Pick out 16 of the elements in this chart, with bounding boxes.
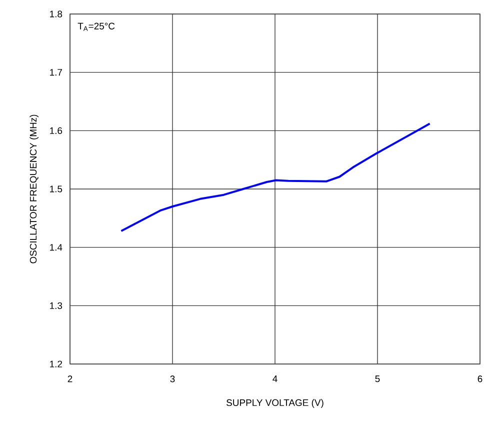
y-axis-title: OSCILLATOR FREQUENCY (MHz) xyxy=(30,114,38,264)
x-tick-label: 4 xyxy=(272,376,278,382)
y-tick-label: 1.3 xyxy=(50,302,62,310)
y-tick-label: 1.7 xyxy=(50,69,62,76)
x-axis-title: SUPPLY VOLTAGE (V) xyxy=(226,399,324,408)
y-tick-label: 1.8 xyxy=(50,10,62,18)
y-tick-label: 1.5 xyxy=(50,186,62,192)
x-tick-label: 3 xyxy=(170,376,175,382)
y-tick-label: 1.2 xyxy=(50,360,62,368)
annotation: T$_{A}$=25°C xyxy=(78,22,115,31)
line-series xyxy=(120,122,431,232)
y-tick-label: 1.6 xyxy=(50,127,62,134)
x-tick-label: 5 xyxy=(375,376,380,382)
x-tick-label: 6 xyxy=(478,376,482,382)
y-tick-label: 1.4 xyxy=(50,244,62,251)
x-tick-label: 2 xyxy=(68,376,72,382)
